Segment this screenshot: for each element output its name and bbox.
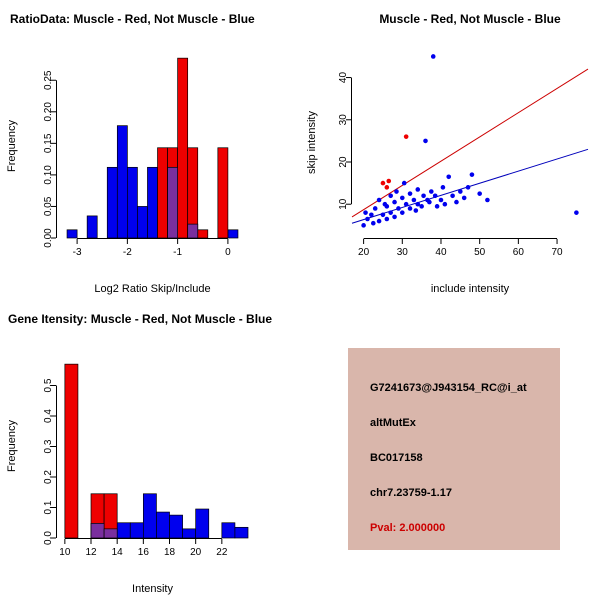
svg-text:0: 0 [225, 247, 231, 258]
scatter-title: Muscle - Red, Not Muscle - Blue [379, 12, 561, 26]
gene-info-panel: G7241673@J943154_RC@i_at altMutEx BC0171… [348, 348, 560, 550]
pval-line: Pval: 2.000000 [370, 522, 446, 534]
gene-x-axis-label: Intensity [132, 583, 173, 595]
svg-text:20: 20 [358, 247, 370, 258]
probe-id: G7241673@J943154_RC@i_at [370, 382, 527, 394]
svg-text:20: 20 [190, 547, 202, 558]
svg-text:12: 12 [85, 547, 97, 558]
svg-text:14: 14 [112, 547, 124, 558]
ratio-histogram-panel: -3 -2 -1 0 0.00 0.05 0.10 0.15 0.20 0.25 RatioDat… [0, 0, 300, 300]
svg-text:30: 30 [397, 247, 409, 258]
gene-histogram-title: Gene Itensity: Muscle - Red, Not Muscle … [8, 312, 273, 326]
svg-text:40: 40 [435, 247, 447, 258]
svg-text:-3: -3 [73, 247, 82, 258]
svg-text:50: 50 [474, 247, 486, 258]
svg-text:-2: -2 [123, 247, 132, 258]
scatter-x-axis-label: include intensity [430, 283, 510, 295]
svg-text:0.2: 0.2 [43, 470, 54, 484]
gene-y-axis-label: Frequency [6, 420, 18, 473]
svg-text:0.05: 0.05 [43, 196, 54, 216]
gene-intensity-histogram-plot: 10 12 14 16 18 20 22 0.0 0.1 0.2 0.3 0.4 0.5 [43, 363, 249, 558]
ratio-x-axis-label: Log2 Ratio Skip/Include [94, 283, 211, 295]
scatter-y-axis-label: skip intensity [306, 111, 318, 175]
svg-text:10: 10 [59, 547, 71, 558]
svg-text:0.1: 0.1 [43, 500, 54, 514]
svg-text:30: 30 [338, 114, 349, 126]
svg-text:0.15: 0.15 [43, 133, 54, 153]
svg-text:10: 10 [338, 198, 349, 210]
accession-id: BC017158 [370, 452, 423, 464]
svg-text:22: 22 [216, 547, 228, 558]
svg-text:16: 16 [138, 547, 150, 558]
svg-text:0.5: 0.5 [43, 378, 54, 392]
svg-text:0.25: 0.25 [43, 70, 54, 90]
svg-text:40: 40 [338, 72, 349, 84]
svg-text:20: 20 [338, 156, 349, 168]
svg-text:0.00: 0.00 [43, 228, 54, 248]
svg-text:60: 60 [513, 247, 525, 258]
ratio-histogram-plot: -3 -2 -1 0 0.00 0.05 0.10 0.15 0.20 0.25 [43, 57, 239, 258]
svg-text:70: 70 [551, 247, 563, 258]
svg-text:18: 18 [164, 547, 176, 558]
svg-text:0.4: 0.4 [43, 409, 54, 423]
svg-text:0.3: 0.3 [43, 439, 54, 453]
svg-text:0.20: 0.20 [43, 102, 54, 122]
ratio-histogram-title: RatioData: Muscle - Red, Not Muscle - Bl… [10, 12, 255, 26]
chromosome-location: chr7.23759-1.17 [370, 487, 452, 499]
event-type: altMutEx [370, 417, 416, 429]
intensity-scatter-panel: 20 30 40 50 60 70 10 20 30 40 Muscle - Red, Not M… [300, 0, 600, 300]
intensity-scatter-plot: 20 30 40 50 60 70 10 20 30 40 [338, 54, 589, 258]
svg-text:0.0: 0.0 [43, 531, 54, 545]
gene-intensity-histogram-panel: 10 12 14 16 18 20 22 0.0 0.1 0.2 0.3 0.4 0.5 Gene It… [0, 300, 300, 600]
ratio-y-axis-label: Frequency [6, 120, 18, 173]
svg-text:-1: -1 [173, 247, 182, 258]
svg-text:0.10: 0.10 [43, 165, 54, 185]
